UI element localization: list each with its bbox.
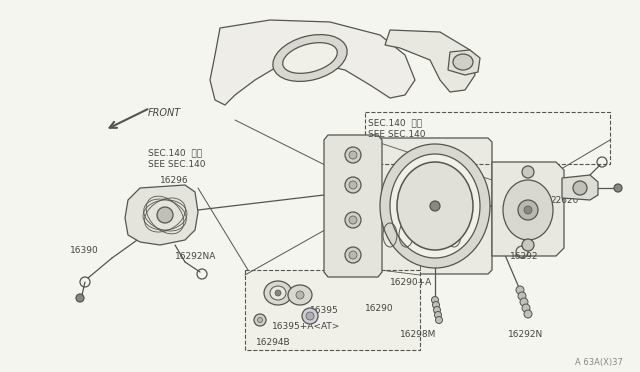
Circle shape: [345, 247, 361, 263]
Text: SEE SEC.140: SEE SEC.140: [148, 160, 205, 169]
Polygon shape: [562, 175, 598, 200]
Circle shape: [520, 298, 528, 306]
Circle shape: [254, 314, 266, 326]
Circle shape: [302, 308, 318, 324]
Circle shape: [345, 212, 361, 228]
Text: 16292N: 16292N: [508, 330, 543, 339]
Circle shape: [573, 181, 587, 195]
Circle shape: [522, 304, 530, 312]
Polygon shape: [492, 162, 564, 256]
Text: 16395+A<AT>: 16395+A<AT>: [272, 322, 340, 331]
Circle shape: [76, 294, 84, 302]
Text: 16298M: 16298M: [400, 330, 436, 339]
Text: SEC.140  参照: SEC.140 参照: [368, 118, 422, 127]
Ellipse shape: [273, 35, 347, 81]
Polygon shape: [324, 135, 382, 277]
Circle shape: [349, 151, 357, 159]
Bar: [245, 270, 420, 350]
Circle shape: [257, 317, 262, 323]
Text: 16395: 16395: [310, 306, 339, 315]
Polygon shape: [448, 50, 480, 75]
Circle shape: [433, 301, 440, 308]
Circle shape: [524, 310, 532, 318]
Text: 16290+A: 16290+A: [390, 278, 432, 287]
Circle shape: [345, 147, 361, 163]
Circle shape: [349, 251, 357, 259]
Polygon shape: [210, 20, 415, 105]
Circle shape: [524, 206, 532, 214]
Text: FRONT: FRONT: [148, 108, 181, 118]
Ellipse shape: [270, 286, 286, 300]
Circle shape: [522, 239, 534, 251]
Circle shape: [430, 201, 440, 211]
Text: 16292NA: 16292NA: [175, 252, 216, 261]
Circle shape: [522, 166, 534, 178]
Ellipse shape: [503, 180, 553, 240]
Circle shape: [435, 317, 442, 324]
Polygon shape: [385, 30, 475, 92]
Ellipse shape: [390, 154, 480, 258]
Circle shape: [306, 312, 314, 320]
Ellipse shape: [380, 144, 490, 268]
Circle shape: [435, 311, 442, 318]
Circle shape: [433, 307, 440, 314]
Circle shape: [275, 290, 281, 296]
Text: 16390: 16390: [70, 246, 99, 255]
Ellipse shape: [397, 162, 473, 250]
Text: 16152E: 16152E: [268, 288, 302, 297]
Text: 16294B: 16294B: [256, 338, 291, 347]
Circle shape: [518, 200, 538, 220]
Circle shape: [518, 292, 526, 300]
Circle shape: [349, 181, 357, 189]
Text: 16292: 16292: [510, 252, 538, 261]
Text: 22620: 22620: [550, 196, 579, 205]
Text: SEC.140  参照: SEC.140 参照: [148, 148, 202, 157]
Ellipse shape: [283, 43, 337, 73]
Text: 16290: 16290: [365, 304, 394, 313]
Circle shape: [614, 184, 622, 192]
Ellipse shape: [453, 54, 473, 70]
Text: 16296: 16296: [160, 176, 189, 185]
Circle shape: [349, 216, 357, 224]
Circle shape: [157, 207, 173, 223]
Circle shape: [345, 177, 361, 193]
Ellipse shape: [288, 285, 312, 305]
Circle shape: [431, 296, 438, 304]
Circle shape: [296, 291, 304, 299]
Circle shape: [516, 286, 524, 294]
Text: A 63A(X)37: A 63A(X)37: [575, 358, 623, 367]
Ellipse shape: [264, 281, 292, 305]
Text: SEE SEC.140: SEE SEC.140: [368, 130, 426, 139]
Polygon shape: [125, 185, 198, 245]
Bar: [365, 112, 610, 164]
Polygon shape: [378, 138, 492, 274]
